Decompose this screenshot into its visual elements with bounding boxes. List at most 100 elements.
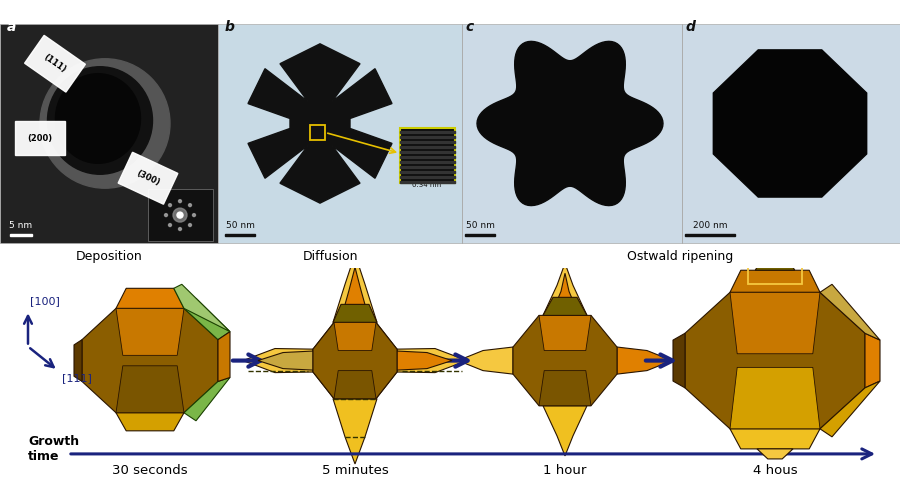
- Bar: [400, 141, 455, 143]
- Polygon shape: [539, 371, 591, 406]
- Ellipse shape: [178, 228, 182, 230]
- Bar: [0, 24, 218, 243]
- Ellipse shape: [173, 208, 187, 222]
- Text: (300): (300): [135, 169, 161, 188]
- Text: Ostwald ripening: Ostwald ripening: [627, 250, 734, 263]
- Bar: [218, 24, 462, 243]
- Ellipse shape: [40, 59, 170, 188]
- Text: a: a: [7, 20, 16, 34]
- Polygon shape: [730, 367, 820, 429]
- Ellipse shape: [165, 214, 167, 217]
- Polygon shape: [673, 333, 685, 388]
- Polygon shape: [116, 413, 184, 431]
- Polygon shape: [340, 267, 370, 322]
- Text: Diffusion: Diffusion: [302, 250, 358, 263]
- Bar: [400, 136, 455, 138]
- Bar: [748, 266, 802, 285]
- Ellipse shape: [168, 224, 172, 227]
- Bar: [400, 131, 455, 134]
- Ellipse shape: [178, 200, 182, 203]
- Text: Growth
time: Growth time: [28, 435, 79, 463]
- Text: 5 nm: 5 nm: [9, 221, 32, 230]
- Bar: [400, 166, 455, 168]
- Polygon shape: [248, 44, 392, 203]
- Text: (200): (200): [27, 134, 52, 143]
- Bar: [10, 233, 32, 236]
- Ellipse shape: [48, 67, 152, 174]
- Polygon shape: [174, 285, 230, 331]
- Bar: [148, 189, 213, 241]
- Polygon shape: [218, 331, 230, 381]
- Bar: [682, 24, 900, 243]
- Polygon shape: [820, 381, 880, 437]
- Text: Deposition: Deposition: [76, 250, 142, 263]
- Text: 50 nm: 50 nm: [226, 221, 255, 230]
- Polygon shape: [184, 298, 230, 340]
- Ellipse shape: [193, 214, 195, 217]
- Bar: [400, 128, 455, 183]
- Text: 200 nm: 200 nm: [693, 221, 727, 230]
- Polygon shape: [551, 273, 579, 315]
- Bar: [400, 181, 455, 183]
- Polygon shape: [258, 351, 313, 370]
- Polygon shape: [757, 449, 793, 459]
- Bar: [400, 171, 455, 173]
- Polygon shape: [116, 366, 184, 413]
- Polygon shape: [543, 406, 587, 456]
- Polygon shape: [685, 292, 865, 429]
- Polygon shape: [333, 304, 377, 322]
- Polygon shape: [243, 349, 313, 373]
- Polygon shape: [543, 297, 587, 315]
- Polygon shape: [397, 349, 467, 373]
- Polygon shape: [730, 270, 820, 292]
- Polygon shape: [313, 322, 397, 399]
- Ellipse shape: [188, 204, 192, 206]
- Bar: [462, 24, 682, 243]
- Polygon shape: [74, 340, 82, 381]
- Polygon shape: [820, 285, 880, 340]
- Bar: [310, 125, 325, 140]
- Bar: [400, 176, 455, 178]
- Text: 5 minutes: 5 minutes: [321, 464, 389, 477]
- Polygon shape: [313, 322, 397, 399]
- Bar: [465, 233, 495, 236]
- Bar: [400, 146, 455, 148]
- Ellipse shape: [168, 204, 172, 206]
- Polygon shape: [617, 347, 672, 374]
- Polygon shape: [333, 254, 377, 322]
- Text: [111]: [111]: [62, 373, 92, 383]
- Polygon shape: [755, 260, 795, 270]
- Polygon shape: [184, 377, 230, 421]
- Polygon shape: [865, 333, 880, 388]
- Text: 1 hour: 1 hour: [544, 464, 587, 477]
- Text: 50 nm: 50 nm: [465, 221, 494, 230]
- Polygon shape: [116, 308, 184, 355]
- Polygon shape: [82, 308, 218, 413]
- Text: d: d: [685, 20, 695, 34]
- Text: 0.34 nm: 0.34 nm: [412, 182, 442, 188]
- Text: c: c: [465, 20, 473, 34]
- Text: (111): (111): [42, 53, 68, 75]
- Bar: [225, 233, 255, 236]
- Bar: [400, 156, 455, 159]
- Text: 4 hous: 4 hous: [752, 464, 797, 477]
- Polygon shape: [477, 41, 663, 205]
- Bar: [400, 151, 455, 153]
- Ellipse shape: [56, 74, 140, 163]
- Polygon shape: [116, 288, 184, 308]
- Bar: [685, 233, 735, 236]
- Polygon shape: [730, 292, 820, 354]
- Polygon shape: [333, 399, 377, 464]
- Polygon shape: [458, 347, 513, 374]
- Polygon shape: [543, 263, 587, 315]
- Ellipse shape: [177, 212, 183, 218]
- Polygon shape: [513, 315, 617, 406]
- Polygon shape: [730, 429, 820, 449]
- Bar: [400, 161, 455, 163]
- Polygon shape: [397, 351, 452, 370]
- Text: [100]: [100]: [30, 297, 60, 307]
- Ellipse shape: [188, 224, 192, 227]
- Polygon shape: [334, 322, 376, 351]
- Polygon shape: [714, 50, 867, 197]
- Polygon shape: [539, 315, 591, 351]
